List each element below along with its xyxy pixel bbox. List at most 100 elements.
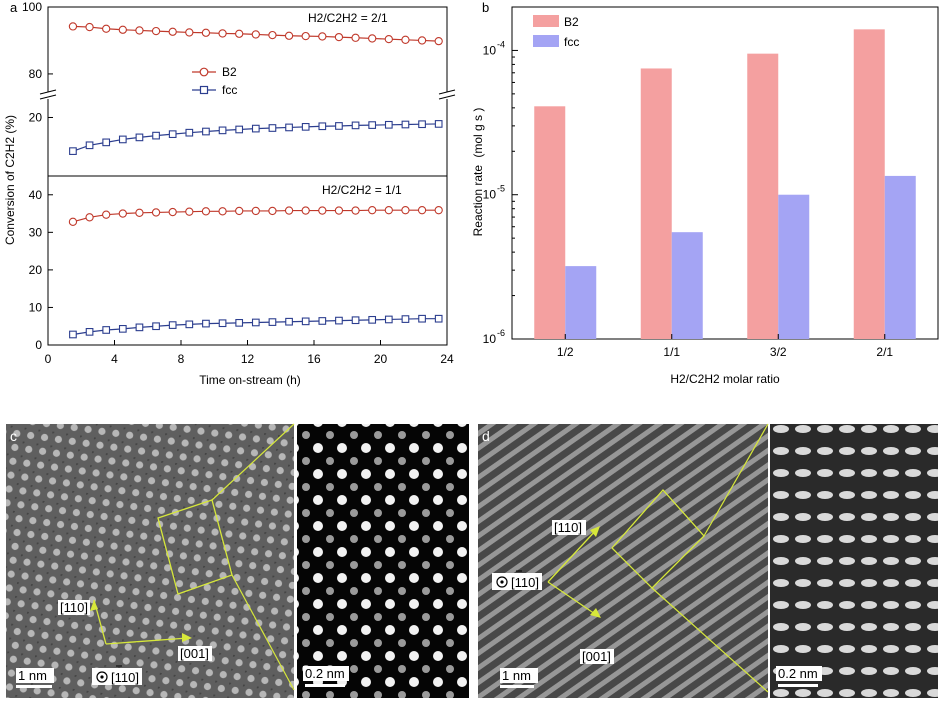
a-top-fcc-point bbox=[318, 122, 327, 131]
a-top-b2-point bbox=[135, 26, 144, 35]
tem-d-image bbox=[478, 424, 768, 698]
a-bot-fcc-point bbox=[118, 325, 127, 333]
b-ytick-label: 10 bbox=[483, 188, 497, 202]
a-xtick-label: 0 bbox=[45, 352, 52, 366]
a-top-b2-point bbox=[268, 30, 277, 40]
a-top-b2-point bbox=[168, 27, 177, 36]
legend-marker-b2 bbox=[199, 67, 209, 77]
a-top-fcc-point bbox=[118, 135, 127, 144]
tem-d-dir-b: [001] bbox=[582, 649, 611, 664]
a-bot-b2-point bbox=[102, 210, 111, 219]
legend-b: B2 fcc bbox=[533, 15, 579, 49]
a-bot-b2-point bbox=[251, 206, 260, 216]
bar-b2-0 bbox=[534, 106, 566, 339]
scale-bar-c-right bbox=[305, 684, 345, 687]
panel-a-series bbox=[68, 22, 443, 339]
a-bot-b2-point bbox=[334, 206, 344, 215]
tem-c-dir-b: [001] bbox=[180, 646, 209, 661]
scale-bar-c-left bbox=[16, 685, 52, 688]
a-top-fcc-point bbox=[351, 121, 360, 130]
a-xtick-label: 24 bbox=[440, 352, 454, 366]
tem-d-dir-a: [110] bbox=[554, 520, 582, 535]
legend-marker-fcc bbox=[199, 85, 209, 95]
panel-b-bars bbox=[534, 29, 916, 340]
a-bot-b2-point bbox=[85, 213, 94, 222]
a-bot-fcc-point bbox=[418, 314, 426, 323]
a-top-b2-point bbox=[334, 32, 344, 42]
a-top-fcc-point bbox=[218, 126, 227, 135]
a-bot-b2-point bbox=[68, 217, 78, 226]
a-bot-fcc-point bbox=[152, 322, 160, 331]
a-top-fcc-point bbox=[368, 121, 377, 129]
a-bot-b2-point bbox=[417, 206, 427, 215]
a-ytick-label: 20 bbox=[29, 263, 43, 277]
a-bot-fcc-point bbox=[335, 316, 343, 325]
a-bot-fcc-point bbox=[135, 323, 144, 332]
tem-c-dir-a: [110] bbox=[60, 600, 88, 615]
axis-break-right bbox=[437, 89, 457, 100]
bar-b2-1 bbox=[640, 68, 672, 339]
a-bot-b2-point bbox=[434, 206, 443, 215]
b-ytick-exponent: -6 bbox=[497, 328, 505, 338]
a-top-b2-point bbox=[201, 28, 211, 37]
a-top-fcc-point bbox=[235, 125, 244, 134]
a-bot-fcc-point bbox=[434, 314, 443, 323]
a-top-fcc-point bbox=[185, 128, 194, 137]
a-top-fcc-point bbox=[152, 131, 160, 140]
tem-d-scale-right: 0.2 nm bbox=[778, 666, 818, 681]
a-top-fcc-point bbox=[268, 124, 277, 132]
a-top-fcc-point bbox=[285, 123, 293, 132]
a-bot-fcc-point bbox=[235, 318, 244, 327]
scale-bar-d-left bbox=[500, 685, 534, 688]
tem-d-scale-left: 1 nm bbox=[502, 668, 531, 683]
a-bot-b2-point bbox=[135, 208, 144, 217]
tem-c-image bbox=[6, 424, 294, 698]
a-top-b2-point bbox=[284, 31, 294, 40]
bar-fcc-2 bbox=[778, 194, 810, 339]
a-bot-b2-point bbox=[168, 207, 177, 217]
a-ylabel: Conversion of C2H2 (%) bbox=[3, 115, 17, 245]
bar-b2-3 bbox=[853, 29, 885, 339]
b-ytick-exponent: -5 bbox=[497, 184, 505, 194]
zone-axis-icon bbox=[96, 671, 108, 683]
a-top-b2-point bbox=[417, 36, 427, 45]
axis-break-left bbox=[38, 89, 58, 100]
tem-d-simulated bbox=[770, 424, 938, 698]
legend-swatch-b2 bbox=[533, 15, 559, 27]
b-ytick-exponent: -4 bbox=[497, 39, 505, 49]
b-xtick-label: 2/1 bbox=[876, 345, 893, 359]
a-top-fcc-point bbox=[335, 122, 343, 130]
zone-axis-icon-d bbox=[496, 576, 508, 588]
a-bot-fcc-point bbox=[268, 318, 277, 326]
a-top-b2-point bbox=[351, 33, 360, 42]
a-top-fcc-point bbox=[401, 120, 410, 129]
a-top-b2-point bbox=[384, 34, 393, 44]
a-bot-fcc-point bbox=[251, 318, 260, 327]
tem-c-simulated bbox=[297, 424, 469, 698]
a-xtick-label: 16 bbox=[307, 352, 321, 366]
a-top-fcc-point bbox=[69, 147, 77, 155]
a-xlabel: Time on-stream (h) bbox=[199, 373, 301, 387]
a-bot-fcc-point bbox=[301, 317, 310, 326]
a-bot-fcc-point bbox=[69, 330, 77, 339]
a-ytick-label: 100 bbox=[22, 0, 42, 14]
a-bot-b2-point bbox=[151, 208, 161, 217]
a-top-b2-point bbox=[401, 35, 410, 44]
a-top-b2-point bbox=[251, 30, 260, 39]
a-top-b2-point bbox=[151, 26, 161, 36]
b-xtick-label: 1/2 bbox=[557, 345, 574, 359]
a-ytick-label: 30 bbox=[29, 225, 43, 239]
b-xtick-label: 1/1 bbox=[663, 345, 680, 359]
a-bot-fcc-point bbox=[368, 315, 377, 324]
legend-b-label-b2: B2 bbox=[564, 15, 579, 29]
bar-fcc-0 bbox=[565, 266, 597, 339]
a-bot-b2-point bbox=[301, 206, 310, 215]
a-bot-b2-point bbox=[118, 209, 127, 218]
a-top-fcc-point bbox=[251, 124, 260, 133]
b-xlabel: H2/C2H2 molar ratio bbox=[670, 372, 780, 386]
panel-c: c [110] [001] [110] 1 nm 0.2 nm bbox=[6, 423, 469, 698]
panel-label-b: b bbox=[482, 0, 489, 15]
a-bot-b2-point bbox=[185, 207, 194, 216]
a-bot-fcc-point bbox=[168, 321, 177, 329]
